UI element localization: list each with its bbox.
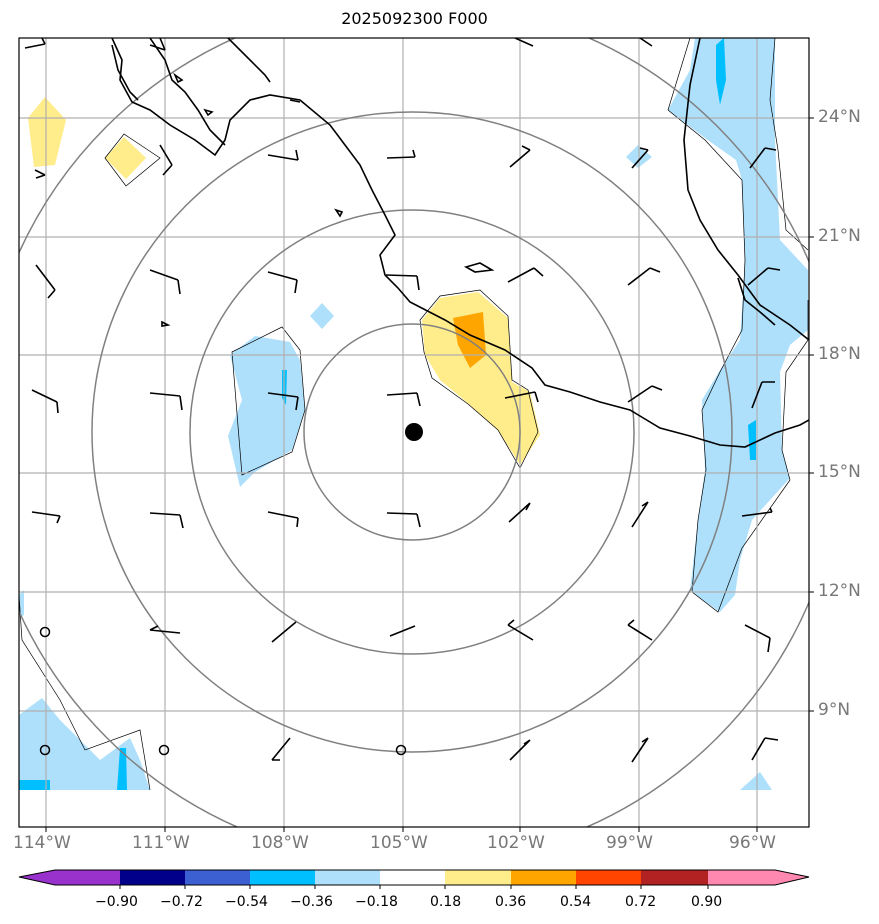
graticule [19, 38, 809, 827]
lat-label: 24°N [818, 107, 861, 127]
lat-label: 12°N [818, 581, 861, 601]
colorbar-tick-label: −0.18 [355, 894, 398, 910]
lon-label: 114°W [13, 833, 71, 853]
shaded-field [19, 38, 809, 791]
colorbar-segment [315, 870, 380, 885]
map-title: 2025092300 F000 [341, 9, 488, 28]
colorbar-tick-label: −0.90 [95, 894, 138, 910]
lon-label: 111°W [132, 833, 190, 853]
negative-contour [716, 38, 726, 105]
storm-center-marker [405, 423, 423, 441]
negative-contour [740, 772, 772, 790]
colorbar [18, 869, 810, 889]
range-rings [19, 38, 809, 827]
colorbar-tick-label: 0.72 [625, 894, 657, 910]
colorbar-segment [641, 870, 708, 885]
colorbar-segment [120, 870, 185, 885]
colorbar-tick-label: 0.54 [560, 894, 592, 910]
coastline [111, 38, 809, 448]
negative-contour [19, 698, 150, 790]
lon-label: 105°W [370, 833, 428, 853]
lon-label: 102°W [487, 833, 545, 853]
lon-label: 99°W [606, 833, 653, 853]
colorbar-segment [380, 870, 445, 885]
lon-label: 108°W [251, 833, 309, 853]
colorbar-tick-label: −0.54 [225, 894, 268, 910]
positive-contour [28, 97, 66, 167]
wind-barbs [24, 38, 781, 763]
axis-ticks [45, 117, 814, 832]
colorbar-extend-high [708, 870, 809, 885]
negative-contour [117, 748, 127, 790]
colorbar-tick-label: 0.18 [430, 894, 462, 910]
colorbar-tick-label: −0.72 [160, 894, 203, 910]
negative-contour [310, 303, 334, 329]
negative-contour [668, 38, 808, 612]
colorbar-segment [576, 870, 641, 885]
lat-label: 15°N [818, 462, 861, 482]
map-frame [18, 37, 810, 828]
lat-label: 9°N [818, 700, 851, 720]
lat-label: 21°N [818, 226, 861, 246]
negative-contour [748, 420, 756, 460]
calm-markers [39, 626, 407, 756]
colorbar-segment [511, 870, 576, 885]
colorbar-segment [185, 870, 250, 885]
colorbar-segment [445, 870, 511, 885]
colorbar-tick-label: 0.36 [495, 894, 527, 910]
positive-contour [105, 137, 146, 179]
colorbar-extend-low [19, 870, 120, 885]
colorbar-segment [250, 870, 315, 885]
lat-label: 18°N [818, 344, 861, 364]
negative-contour [228, 336, 305, 487]
colorbar-tick-label: 0.90 [691, 894, 723, 910]
colorbar-tick-label: −0.36 [290, 894, 333, 910]
lon-label: 96°W [729, 833, 776, 853]
negative-contour [19, 780, 50, 790]
positive-contour [422, 292, 540, 465]
